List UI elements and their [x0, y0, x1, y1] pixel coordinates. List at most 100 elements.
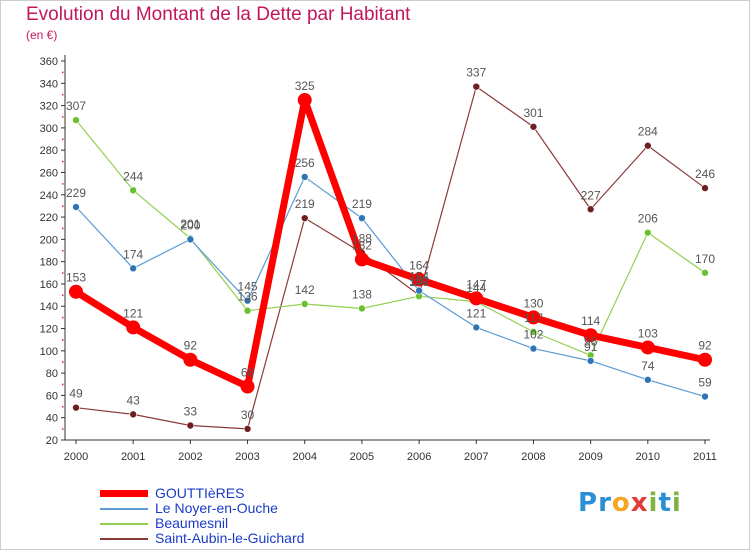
data-point: [586, 205, 595, 214]
data-point: [69, 284, 83, 299]
data-label: 114: [581, 314, 600, 328]
logo-letter: o: [611, 488, 631, 518]
data-point: [186, 235, 195, 244]
legend-swatch: [100, 523, 148, 525]
data-point: [469, 291, 484, 306]
x-tick-label: 2009: [578, 451, 602, 463]
data-label: 92: [184, 339, 198, 353]
y-tick-label: 140: [40, 301, 58, 313]
data-point: [129, 264, 137, 273]
data-point: [72, 403, 80, 412]
data-point: [644, 141, 652, 150]
y-tick-label: 240: [40, 190, 58, 202]
data-label: 121: [466, 306, 486, 320]
y-minor-tick: [62, 71, 64, 74]
y-tick-label: 280: [40, 145, 58, 157]
data-label: 200: [180, 218, 200, 232]
data-point: [529, 328, 538, 336]
data-point: [300, 173, 309, 181]
data-label: 145: [238, 280, 258, 294]
data-label: 92: [698, 339, 712, 353]
data-point: [183, 352, 198, 367]
legend-label: Beaumesnil: [155, 515, 229, 531]
data-label: 164: [409, 258, 429, 272]
legend-label: Saint-Aubin-le-Guichard: [155, 530, 305, 546]
data-label: 301: [523, 106, 543, 120]
data-label: 154: [409, 270, 429, 284]
x-tick-label: 2004: [292, 451, 316, 463]
data-label: 256: [295, 156, 315, 170]
data-label: 103: [638, 326, 658, 340]
data-label: 121: [123, 306, 143, 320]
data-label: 142: [295, 283, 315, 297]
y-tick-label: 300: [40, 123, 58, 135]
data-label: 284: [638, 125, 658, 139]
data-label: 74: [641, 359, 655, 373]
series-line: [75, 86, 706, 430]
y-minor-tick: [62, 116, 64, 118]
chart-title: Evolution du Montant de la Dette par Hab…: [26, 4, 411, 25]
data-point: [358, 304, 366, 313]
data-label: 102: [523, 328, 543, 342]
data-point: [243, 425, 252, 433]
legend-swatch: [100, 508, 148, 510]
x-tick-label: 2006: [407, 451, 431, 463]
logo-letter: P: [578, 488, 599, 518]
y-tick-label: 360: [40, 56, 58, 68]
data-point: [529, 122, 538, 131]
proxiti-logo: Proxiti: [578, 488, 682, 518]
y-minor-tick: [62, 93, 64, 96]
data-point: [415, 286, 423, 295]
data-point: [644, 376, 652, 384]
data-point: [412, 272, 427, 287]
x-tick-label: 2010: [636, 451, 660, 463]
logo-letter: r: [598, 488, 612, 518]
data-label: 117: [524, 311, 543, 325]
y-tick-label: 80: [46, 368, 58, 380]
y-tick-label: 40: [46, 413, 58, 425]
data-point: [243, 296, 252, 305]
data-label: 246: [695, 167, 715, 181]
logo-letter: x: [630, 488, 649, 518]
y-minor-tick: [62, 183, 64, 185]
data-label: 170: [695, 252, 715, 266]
logo-letter: t: [658, 488, 672, 518]
chart-subtitle: (en €): [26, 28, 58, 42]
x-tick-label: 2000: [64, 451, 88, 463]
logo-letter: i: [648, 488, 659, 518]
x-tick-label: 2007: [464, 451, 488, 463]
y-minor-tick: [62, 227, 64, 230]
y-tick-label: 320: [40, 101, 58, 113]
data-point: [129, 410, 137, 419]
legend-label: Le Noyer-en-Ouche: [155, 500, 278, 516]
data-label: 30: [241, 408, 255, 422]
data-label: 130: [523, 296, 543, 310]
y-minor-tick: [62, 294, 64, 297]
data-point: [526, 310, 541, 325]
data-label: 227: [581, 188, 601, 202]
data-label: 150: [409, 274, 429, 288]
data-point: [300, 214, 309, 222]
legend-swatch: [100, 538, 148, 540]
y-tick-label: 100: [40, 346, 58, 358]
x-tick-label: 2002: [178, 451, 202, 463]
data-point: [72, 203, 80, 211]
data-label: 43: [127, 393, 141, 407]
data-point: [354, 252, 369, 267]
data-label: 96: [584, 334, 598, 348]
y-minor-tick: [62, 339, 64, 341]
logo-letter: i: [671, 488, 682, 518]
data-point: [126, 320, 141, 335]
series-line: [75, 176, 706, 398]
y-minor-tick: [62, 160, 64, 163]
data-label: 219: [295, 197, 315, 211]
data-point: [472, 82, 481, 91]
data-point: [529, 344, 538, 353]
data-label: 174: [123, 247, 143, 261]
data-label: 49: [69, 387, 83, 401]
data-label: 188: [352, 232, 372, 246]
data-label: 244: [123, 169, 143, 183]
x-tick-label: 2011: [693, 451, 717, 463]
data-label: 307: [66, 99, 86, 113]
